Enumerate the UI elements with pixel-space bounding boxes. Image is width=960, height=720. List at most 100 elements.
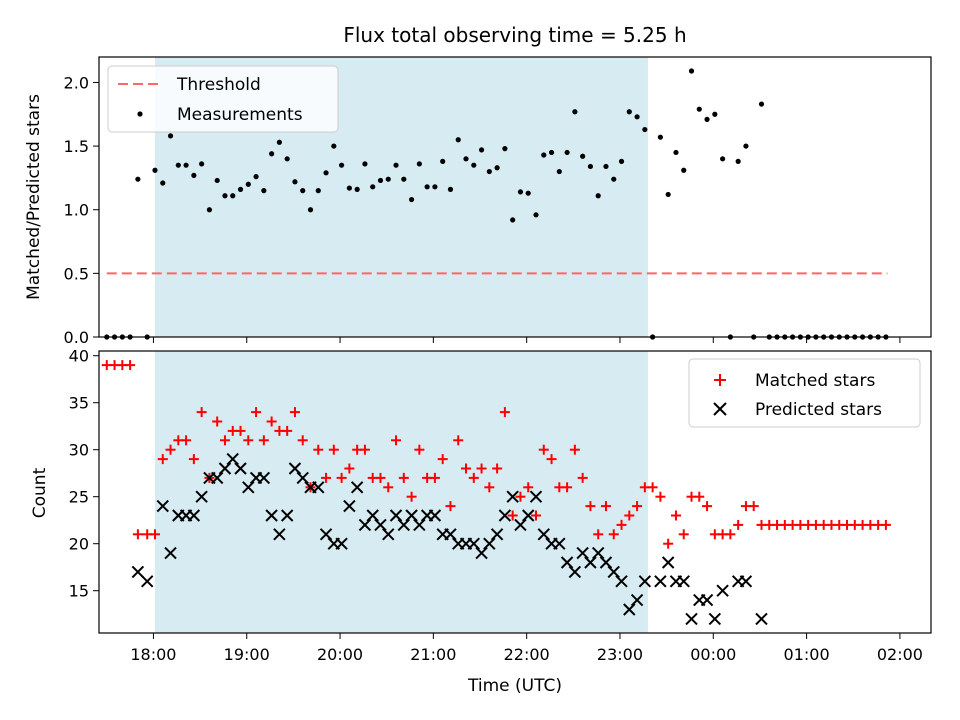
measurement-point bbox=[416, 161, 422, 167]
measurement-point bbox=[657, 134, 664, 140]
measurement-point bbox=[541, 152, 547, 158]
x-tick-label: 21:00 bbox=[410, 645, 456, 664]
predicted-star-point bbox=[576, 546, 589, 560]
measurement-point bbox=[720, 156, 726, 162]
measurement-point bbox=[533, 212, 539, 218]
matched-star-point bbox=[181, 435, 192, 446]
measurement-point bbox=[510, 217, 516, 223]
predicted-star-point bbox=[226, 452, 239, 466]
predicted-star-point bbox=[343, 499, 356, 513]
legend-threshold-label: Threshold bbox=[176, 75, 261, 95]
measurement-point bbox=[634, 114, 640, 120]
matched-star-point bbox=[266, 416, 277, 427]
predicted-star-point bbox=[273, 528, 286, 541]
measurement-point bbox=[315, 188, 321, 194]
matched-star-point bbox=[476, 463, 487, 474]
matched-star-point bbox=[748, 501, 759, 512]
measurement-point bbox=[665, 191, 671, 198]
measurement-point bbox=[564, 149, 570, 156]
matched-star-point bbox=[125, 360, 136, 371]
bottom-shaded-interval bbox=[154, 351, 648, 633]
predicted-star-point bbox=[568, 565, 582, 579]
bottom-y-ticks: 15 20 25 30 35 40 bbox=[69, 347, 99, 601]
measurement-point bbox=[354, 186, 360, 192]
measurement-point bbox=[743, 143, 749, 149]
matched-star-point bbox=[546, 454, 557, 465]
measurement-point bbox=[346, 185, 352, 191]
y-tick-label: 0.5 bbox=[64, 264, 89, 283]
legend-predicted-label: Predicted stars bbox=[755, 400, 882, 420]
predicted-star-point bbox=[319, 528, 333, 541]
bottom-markers bbox=[101, 360, 891, 626]
measurement-point bbox=[455, 137, 461, 143]
predicted-star-point bbox=[498, 509, 512, 522]
predicted-star-point bbox=[654, 575, 667, 588]
matched-star-point bbox=[461, 463, 472, 474]
chart-title: Flux total observing time = 5.25 h bbox=[343, 23, 686, 47]
measurement-point bbox=[440, 158, 446, 164]
predicted-star-point bbox=[234, 462, 247, 475]
measurement-point bbox=[307, 207, 314, 213]
measurement-point bbox=[587, 163, 594, 170]
bottom-legend-box bbox=[688, 358, 921, 428]
x-tick-label: 02:00 bbox=[877, 645, 923, 664]
predicted-star-point bbox=[700, 593, 714, 607]
top-legend: Threshold Measurements bbox=[107, 65, 339, 133]
predicted-star-point bbox=[280, 509, 294, 522]
matched-star-point bbox=[484, 482, 495, 493]
matched-star-point bbox=[530, 510, 541, 521]
legend-matched-swatch bbox=[714, 374, 726, 386]
measurement-point bbox=[245, 181, 251, 187]
matched-star-point bbox=[219, 435, 230, 446]
matched-star-point bbox=[313, 444, 324, 455]
predicted-star-point bbox=[661, 556, 675, 569]
predicted-star-point bbox=[739, 575, 753, 588]
y-tick-label: 15 bbox=[69, 582, 89, 601]
predicted-star-point bbox=[584, 556, 597, 569]
x-tick-label: 18:00 bbox=[130, 645, 176, 664]
predicted-star-point bbox=[560, 556, 574, 569]
measurement-point bbox=[595, 193, 601, 199]
measurement-point bbox=[253, 174, 259, 180]
predicted-star-point bbox=[397, 518, 411, 532]
predicted-star-point bbox=[288, 462, 302, 475]
predicted-star-point bbox=[591, 546, 605, 560]
matched-star-point bbox=[492, 463, 503, 474]
predicted-star-point bbox=[296, 471, 309, 485]
matched-star-point bbox=[507, 510, 518, 521]
predicted-star-point bbox=[685, 612, 698, 626]
predicted-star-point bbox=[490, 528, 504, 541]
matched-star-point bbox=[523, 482, 534, 493]
matched-star-point bbox=[132, 529, 143, 540]
predicted-star-point bbox=[529, 490, 543, 503]
measurement-point bbox=[135, 176, 141, 182]
measurement-point bbox=[237, 186, 244, 192]
legend-measurements-swatch bbox=[137, 111, 143, 117]
matched-star-point bbox=[624, 510, 635, 521]
bottom-legend: Matched stars Predicted stars bbox=[688, 358, 921, 428]
predicted-star-point bbox=[630, 593, 644, 607]
matched-star-point bbox=[585, 501, 596, 512]
matched-star-point bbox=[694, 491, 705, 502]
predicted-star-point bbox=[623, 603, 636, 616]
predicted-star-point bbox=[615, 575, 628, 588]
predicted-star-point bbox=[708, 612, 722, 626]
matched-star-point bbox=[499, 407, 510, 418]
predicted-star-point bbox=[257, 471, 271, 485]
matched-star-point bbox=[157, 454, 168, 465]
measurement-point bbox=[642, 126, 648, 133]
matched-star-point bbox=[562, 482, 573, 493]
y-tick-label: 2.0 bbox=[64, 73, 89, 92]
x-axis-label: Time (UTC) bbox=[467, 676, 562, 696]
matched-star-point bbox=[165, 444, 176, 455]
measurement-point bbox=[712, 111, 718, 117]
top-y-axis-label: Matched/Predicted stars bbox=[24, 94, 44, 300]
measurement-point bbox=[292, 179, 298, 185]
predicted-star-point bbox=[607, 565, 620, 579]
measurement-point bbox=[548, 149, 555, 156]
predicted-star-point bbox=[265, 509, 278, 522]
measurement-point bbox=[502, 146, 508, 152]
predicted-star-point bbox=[506, 490, 519, 503]
measurement-point bbox=[175, 162, 181, 168]
measurement-point bbox=[199, 161, 205, 167]
